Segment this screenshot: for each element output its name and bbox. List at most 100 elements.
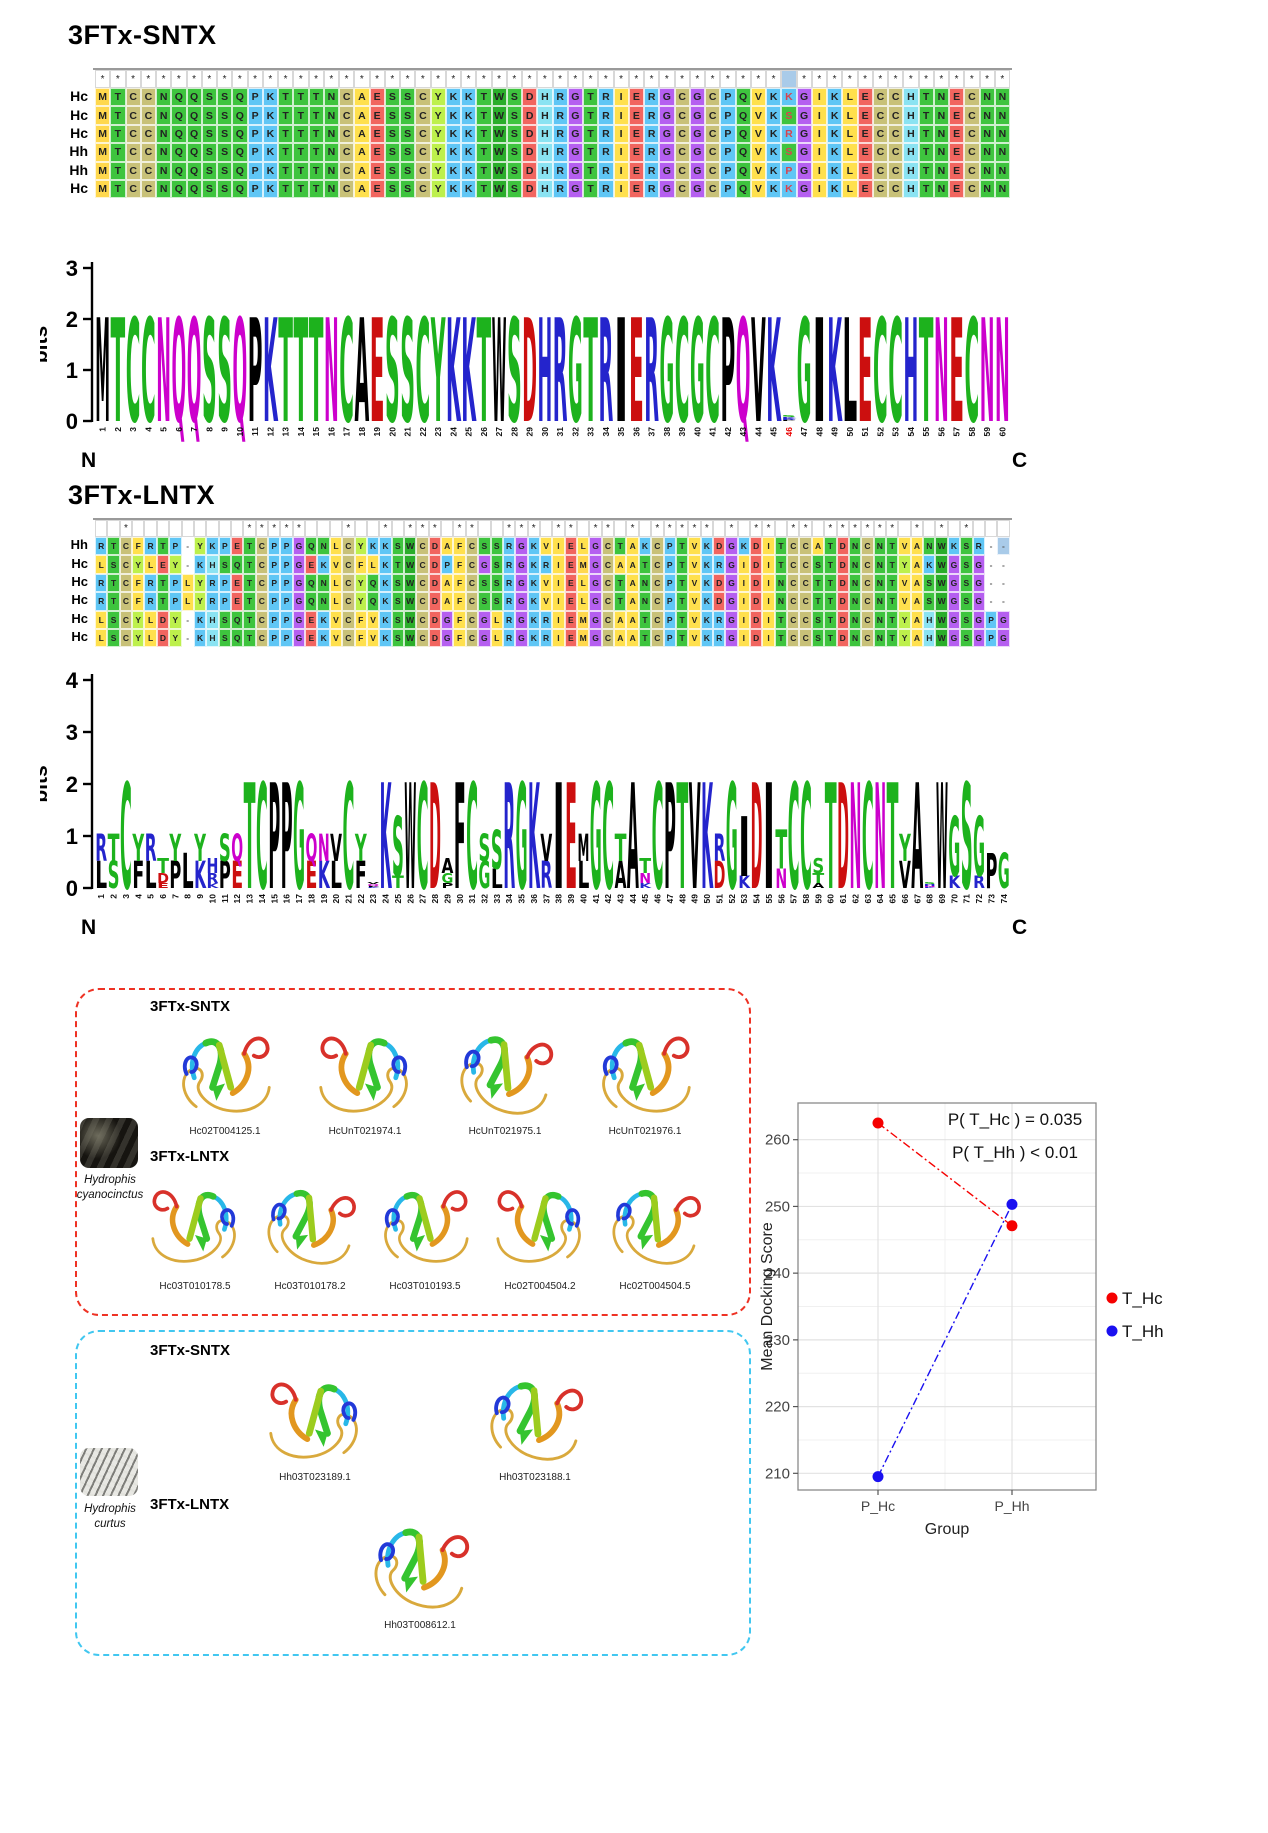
logo-position-number: 5 [159, 427, 169, 432]
protein-structure [305, 1022, 425, 1122]
conservation-cell: * [232, 70, 248, 88]
residue-cell: E [628, 124, 644, 144]
residue-cell: H [537, 180, 553, 199]
logo-position-number: 21 [343, 894, 353, 904]
logo-letter: Y [169, 829, 182, 871]
logo-letter: F [355, 856, 367, 898]
logo-position-number: 27 [494, 427, 504, 437]
protein-structure [445, 1022, 565, 1122]
residue-cell: T [293, 161, 309, 180]
residue-cell: V [688, 555, 701, 574]
residue-cell: H [903, 143, 919, 162]
logo-position-number: 54 [906, 427, 916, 437]
logo-letter: C [466, 754, 478, 923]
logo-position-number: 23 [368, 894, 378, 904]
logo-letter: Y [194, 829, 207, 871]
logo-position-number: 56 [936, 427, 946, 437]
logo-letter: E [629, 289, 644, 455]
residue-cell: T [583, 143, 599, 162]
conservation-cell: * [552, 520, 565, 537]
residue-cell: T [278, 124, 294, 144]
logo-letter: D [522, 289, 537, 455]
residue-cell: K [262, 180, 278, 199]
residue-cell: M [95, 124, 111, 144]
residue-cell: C [799, 592, 812, 611]
logo-position-number: 16 [326, 427, 336, 437]
residue-cell: G [515, 555, 528, 574]
logo-position-number: 38 [554, 894, 564, 904]
residue-cell: E [369, 161, 385, 180]
residue-cell: L [490, 610, 503, 629]
residue-cell: T [614, 573, 627, 593]
row-label: Hc [70, 88, 88, 105]
conservation-cell: * [308, 70, 324, 88]
chart-ytick: 230 [765, 1332, 790, 1349]
residue-cell: E [564, 573, 578, 593]
logo-position-number: 16 [282, 894, 292, 904]
logo-position-number: 52 [727, 894, 737, 904]
residue-cell: M [95, 161, 111, 180]
residue-cell: C [674, 161, 690, 180]
conservation-cell: * [626, 520, 639, 537]
logo-letter: C [862, 754, 874, 923]
logo-position-number: 23 [433, 427, 443, 437]
logo-letter: Y [132, 829, 145, 871]
logo-letter: K [446, 289, 461, 455]
residue-cell: T [243, 592, 256, 611]
residue-cell: Q [735, 180, 751, 199]
logo-letter: D [751, 754, 763, 923]
residue-cell: K [461, 88, 477, 107]
logo-position-number: 28 [509, 427, 519, 437]
residue-cell: A [910, 629, 924, 648]
residue-cell: M [95, 106, 111, 125]
residue-cell: V [898, 537, 911, 556]
logo-position-number: 70 [949, 894, 959, 904]
residue-cell: S [201, 143, 217, 162]
conservation-cell [144, 520, 157, 537]
residue-cell: S [107, 610, 120, 629]
conservation-cell: * [156, 70, 172, 88]
logo-ylabel: bits [40, 765, 52, 802]
residue-cell: T [774, 629, 788, 648]
residue-cell: T [774, 537, 788, 556]
logo-position-number: 72 [974, 894, 984, 904]
logo-letter: C [788, 754, 800, 923]
residue-cell: H [206, 610, 219, 629]
residue-cell: D [750, 573, 763, 593]
logo-letter: G [797, 289, 812, 455]
logo-letter: G [660, 289, 675, 455]
residue-cell: - [997, 592, 1010, 611]
residue-cell: I [737, 592, 751, 611]
logo-letter: I [812, 289, 827, 455]
residue-cell: W [491, 88, 507, 107]
residue-cell: R [644, 180, 660, 199]
residue-cell: K [947, 537, 961, 556]
residue-cell: P [663, 592, 676, 611]
residue-cell: T [391, 555, 404, 574]
logo-letter: R [553, 289, 568, 455]
conservation-cell [206, 520, 219, 537]
residue-cell: Y [898, 610, 911, 629]
logo-letter: E [157, 882, 169, 890]
logo-position-number: 1 [96, 894, 106, 899]
conservation-cell [181, 520, 194, 537]
logo-position-number: 19 [372, 427, 382, 437]
residue-cell: G [567, 180, 583, 199]
residue-cell: H [206, 555, 219, 574]
logo-letter: G [568, 289, 583, 455]
logo-letter: T [676, 754, 688, 923]
residue-cell: C [342, 573, 355, 593]
c-terminus-label: C [1012, 449, 1027, 472]
structure-id-label: HcUnT021975.1 [468, 1126, 542, 1137]
residue-cell: N [317, 573, 330, 593]
conservation-cell [898, 520, 911, 537]
residue-cell: S [391, 537, 404, 556]
chart-annotation: P( T_Hh ) < 0.01 [952, 1143, 1078, 1162]
residue-cell: F [354, 555, 367, 574]
residue-cell: T [308, 143, 324, 162]
logo-position-number: 39 [566, 894, 576, 904]
residue-cell: S [811, 555, 825, 574]
residue-cell: T [243, 610, 256, 629]
residue-cell: R [95, 573, 108, 593]
